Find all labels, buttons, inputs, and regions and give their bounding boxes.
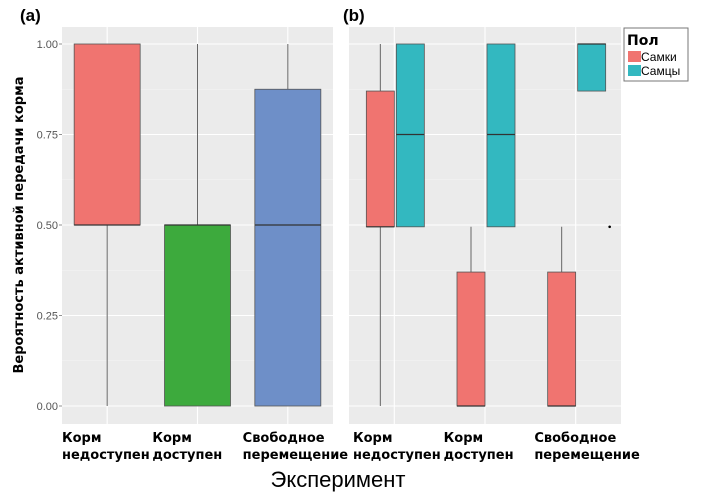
- box: [486, 43, 516, 228]
- x-category-label: доступен: [444, 448, 514, 463]
- legend-title: Пол: [627, 33, 659, 49]
- x-category-label: Свободное: [534, 431, 616, 446]
- box: [395, 43, 425, 228]
- box-iqr: [164, 224, 231, 407]
- panel-b-label: (b): [343, 6, 365, 25]
- box-iqr: [254, 88, 322, 407]
- legend-label-females: Самки: [641, 50, 677, 64]
- x-category-label: Корм: [152, 431, 192, 446]
- box-iqr: [486, 43, 516, 228]
- box: [456, 226, 486, 407]
- legend-swatch-females: [628, 51, 641, 62]
- box: [254, 44, 322, 407]
- y-tick-label: 0.00: [37, 401, 58, 413]
- y-tick-label: 0.75: [37, 130, 58, 142]
- panel-a-label: (a): [20, 6, 41, 25]
- legend: Пол Самки Самцы: [623, 27, 689, 82]
- box-iqr: [73, 43, 141, 226]
- box: [73, 43, 141, 406]
- x-category-label: Корм: [353, 431, 393, 446]
- x-category-label: Корм: [62, 431, 102, 446]
- x-axis-title: Эксперимент: [271, 467, 406, 492]
- box: [365, 44, 395, 406]
- box-iqr: [547, 271, 577, 407]
- box-iqr: [365, 90, 395, 228]
- box: [547, 226, 577, 407]
- x-category-label: недоступен: [62, 448, 150, 463]
- box: [577, 43, 607, 92]
- panel-b: КормнедоступенКормдоступенСвободноеперем…: [349, 27, 640, 463]
- x-category-label: Корм: [444, 431, 484, 446]
- box-iqr: [456, 271, 486, 407]
- outlier-point: [608, 225, 611, 229]
- x-category-label: перемещение: [243, 448, 349, 463]
- y-tick-label: 0.25: [37, 311, 58, 323]
- box: [164, 44, 231, 407]
- x-category-label: Свободное: [243, 431, 325, 446]
- box-iqr: [395, 43, 425, 228]
- panel-a: 0.000.250.500.751.00КормнедоступенКормдо…: [37, 27, 349, 463]
- legend-label-males: Самцы: [641, 64, 680, 78]
- x-category-label: недоступен: [353, 448, 441, 463]
- legend-swatch-males: [628, 65, 641, 76]
- y-axis-title: Вероятность активной передачи корма: [12, 77, 27, 374]
- x-category-label: доступен: [152, 448, 222, 463]
- y-tick-label: 0.50: [37, 220, 58, 232]
- x-category-label: перемещение: [534, 448, 640, 463]
- box-iqr: [577, 43, 607, 92]
- y-tick-label: 1.00: [37, 39, 58, 51]
